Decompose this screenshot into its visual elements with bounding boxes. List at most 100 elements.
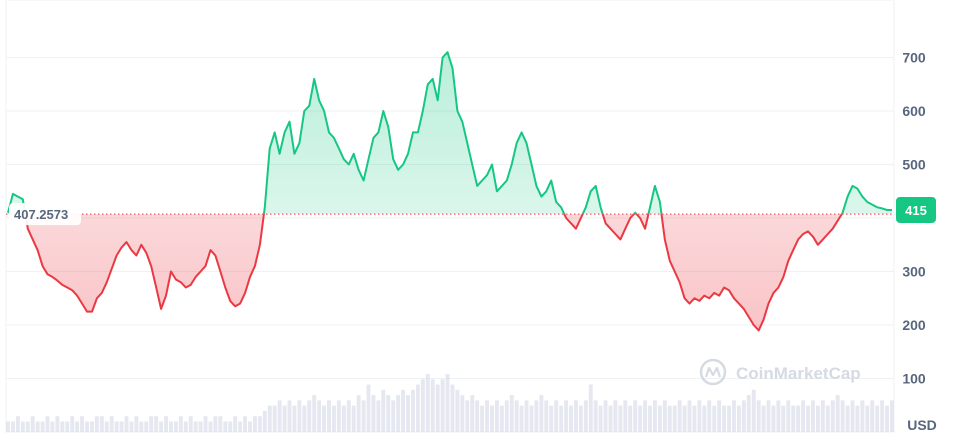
volume-bar: [223, 421, 228, 432]
volume-bar: [736, 405, 741, 432]
coinmarketcap-logo-icon: [699, 358, 727, 386]
volume-bar: [272, 405, 277, 432]
volume-bar: [480, 405, 485, 432]
volume-bar: [114, 421, 119, 432]
volume-bar: [598, 405, 603, 432]
volume-bar: [801, 400, 806, 432]
volume-bar: [119, 421, 124, 432]
volume-bar: [766, 400, 771, 432]
volume-bar: [692, 405, 697, 432]
volume-bar: [771, 405, 776, 432]
volume-bar: [578, 405, 583, 432]
y-tick-label: 300: [902, 264, 926, 280]
volume-bar: [618, 405, 623, 432]
volume-bar: [855, 405, 860, 432]
volume-bar: [613, 400, 618, 432]
volume-bar: [99, 416, 104, 432]
volume-bar: [460, 395, 465, 432]
volume-bar: [420, 379, 425, 432]
volume-bar: [494, 400, 499, 432]
volume-bar: [751, 389, 756, 432]
price-line-up: [7, 51, 892, 215]
volume-bar: [504, 400, 509, 432]
watermark-text: CoinMarketCap: [736, 364, 861, 383]
volume-bar: [608, 405, 613, 432]
volume-bar: [134, 416, 139, 432]
volume-bar: [20, 421, 25, 432]
volume-bar: [485, 400, 490, 432]
volume-bar: [717, 400, 722, 432]
volume-bar: [781, 405, 786, 432]
volume-bar: [366, 384, 371, 432]
volume-bar: [371, 395, 376, 432]
volume-bar: [830, 400, 835, 432]
volume-bar: [890, 400, 894, 432]
volume-bar: [815, 405, 820, 432]
volume-bar: [499, 405, 504, 432]
volume-bar: [539, 395, 544, 432]
unit-label: USD: [907, 417, 937, 433]
volume-bar: [356, 395, 361, 432]
volume-bar: [297, 400, 302, 432]
volume-bar: [129, 421, 134, 432]
volume-bar: [312, 395, 317, 432]
volume-bar: [820, 400, 825, 432]
volume-bar: [430, 379, 435, 432]
volume-bar: [213, 416, 218, 432]
volume-bar: [623, 400, 628, 432]
volume-bar: [667, 405, 672, 432]
volume-bar: [569, 405, 573, 432]
volume-bar: [564, 400, 569, 432]
volume-bar: [648, 405, 652, 432]
current-price-badge: 415: [896, 196, 936, 223]
volume-bar: [317, 400, 322, 432]
volume-bar: [327, 400, 331, 432]
volume-bar: [238, 421, 243, 432]
volume-bar: [652, 400, 657, 432]
price-line-down: [24, 214, 843, 332]
volume-bar: [282, 405, 287, 432]
volume-bar: [65, 421, 70, 432]
volume-bar: [440, 379, 445, 432]
volume-bar: [10, 421, 15, 432]
volume-bar: [144, 421, 149, 432]
volume-bar: [677, 400, 682, 432]
volume-bar: [243, 416, 248, 432]
volume-bar: [262, 410, 267, 432]
volume-bar: [25, 421, 30, 432]
volume-bar: [331, 405, 336, 432]
volume-bar: [401, 389, 406, 432]
volume-bar: [159, 421, 164, 432]
volume-bar: [662, 400, 667, 432]
volume-bar: [203, 416, 208, 432]
volume-bar: [322, 405, 327, 432]
volume-bar: [341, 405, 346, 432]
volume-bar: [732, 400, 736, 432]
volume-bar: [109, 416, 114, 432]
volume-bar: [415, 384, 420, 432]
volume-bar: [455, 389, 460, 432]
y-tick-label: 500: [902, 157, 926, 173]
volume-bar: [94, 416, 99, 432]
volume-bar: [198, 421, 203, 432]
volume-bar: [860, 400, 865, 432]
volume-bar: [139, 421, 144, 432]
volume-bar: [722, 405, 727, 432]
volume-bar: [475, 400, 480, 432]
volume-bar: [791, 405, 796, 432]
volume-bar: [850, 400, 855, 432]
volume-bar: [638, 405, 643, 432]
watermark: CoinMarketCap: [699, 358, 861, 386]
volume-bar: [435, 384, 440, 432]
baseline-value: 407.2573: [14, 207, 68, 222]
volume-bar: [396, 395, 401, 432]
volume-bar: [554, 400, 559, 432]
area-above-baseline: [8, 52, 892, 215]
volume-bar: [307, 400, 312, 432]
volume-bar: [549, 405, 554, 432]
volume-bar: [450, 384, 455, 432]
volume-bar: [559, 405, 564, 432]
y-tick-label: 100: [902, 371, 926, 387]
area-below-baseline: [25, 214, 842, 331]
volume-bar: [470, 395, 475, 432]
